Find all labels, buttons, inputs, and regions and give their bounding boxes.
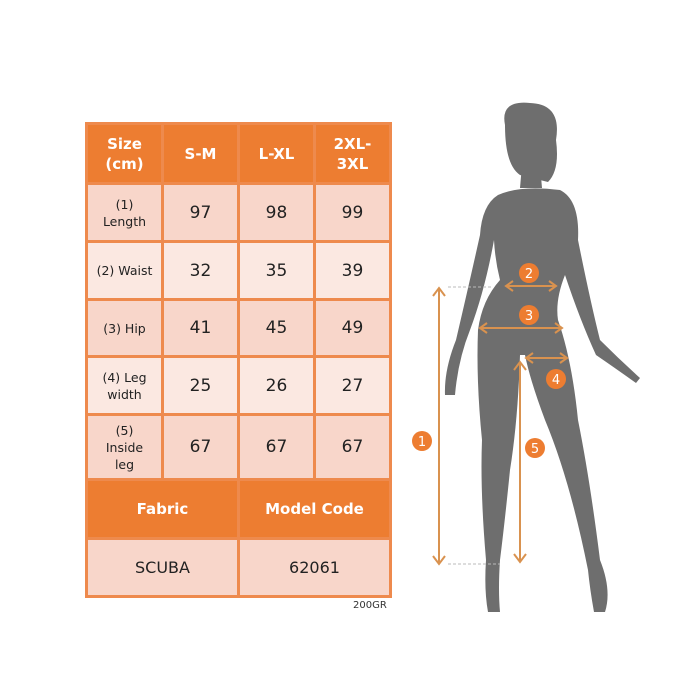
cell: 39	[313, 240, 392, 301]
marker-3	[519, 305, 539, 325]
measurement-arrows	[432, 280, 569, 566]
cell: 98	[237, 182, 316, 243]
fabric-header: Fabric	[85, 478, 240, 540]
cell: 27	[313, 355, 392, 416]
row-label: (3) Hip	[85, 298, 164, 358]
table-row: (5) Inside leg 67 67 67	[85, 413, 392, 481]
marker-1	[412, 431, 432, 451]
fabric-row: SCUBA 62061	[85, 537, 392, 598]
table-row: (4) Leg width 25 26 27	[85, 355, 392, 416]
marker-3-label: 3	[525, 309, 533, 324]
cell: 32	[161, 240, 240, 301]
cell: 67	[237, 413, 316, 481]
header-s-m: S-M	[161, 122, 240, 185]
table-row: (2) Waist 32 35 39	[85, 240, 392, 301]
header-row: Size (cm) S-M L-XL 2XL- 3XL	[85, 122, 392, 185]
marker-2-label: 2	[525, 267, 533, 282]
cell: 45	[237, 298, 316, 358]
marker-4-label: 4	[552, 373, 560, 388]
table-row: (1) Length 97 98 99	[85, 182, 392, 243]
cell: 35	[237, 240, 316, 301]
cell: 67	[161, 413, 240, 481]
fabric-header-row: Fabric Model Code	[85, 478, 392, 540]
row-label: (2) Waist	[85, 240, 164, 301]
marker-1-label: 1	[418, 435, 426, 450]
marker-5-label: 5	[531, 442, 539, 457]
cell: 67	[313, 413, 392, 481]
header-2xl-3xl: 2XL- 3XL	[313, 122, 392, 185]
header-size: Size (cm)	[85, 122, 164, 185]
table-row: (3) Hip 41 45 49	[85, 298, 392, 358]
model-code-value: 62061	[237, 537, 392, 598]
marker-4	[546, 369, 566, 389]
measurement-markers: 1 2 3 4 5	[412, 263, 566, 458]
guide-lines	[448, 286, 500, 565]
fabric-value: SCUBA	[85, 537, 240, 598]
cell: 99	[313, 182, 392, 243]
cell: 25	[161, 355, 240, 416]
cell: 49	[313, 298, 392, 358]
cell: 26	[237, 355, 316, 416]
weight-note: 200GR	[353, 600, 387, 611]
marker-2	[519, 263, 539, 283]
cell: 41	[161, 298, 240, 358]
size-chart-table: Size (cm) S-M L-XL 2XL- 3XL (1) Length 9…	[85, 122, 392, 598]
cell: 97	[161, 182, 240, 243]
row-label: (4) Leg width	[85, 355, 164, 416]
row-label: (5) Inside leg	[85, 413, 164, 481]
model-code-header: Model Code	[237, 478, 392, 540]
header-l-xl: L-XL	[237, 122, 316, 185]
silhouette	[444, 102, 640, 613]
row-label: (1) Length	[85, 182, 164, 243]
marker-5	[525, 438, 545, 458]
